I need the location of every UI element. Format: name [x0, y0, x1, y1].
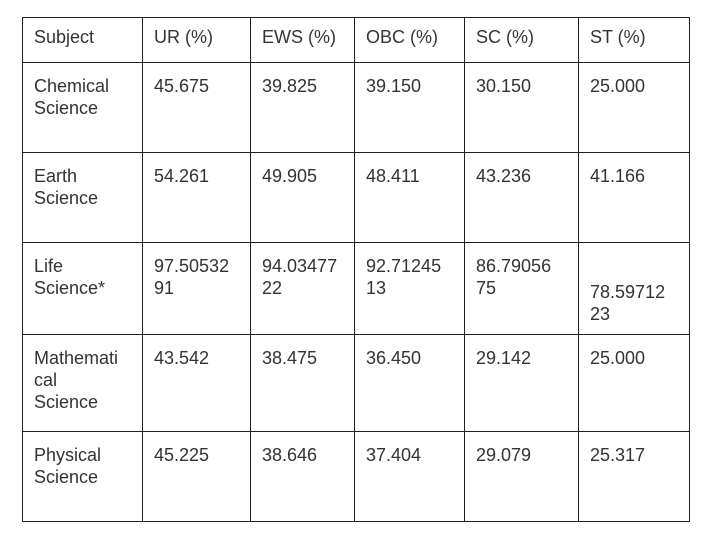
header-cell-st: ST (%): [578, 17, 690, 63]
cell-st: 25.000: [578, 62, 690, 153]
cell-ur: 97.5053291: [142, 242, 251, 335]
cell-value: 37.404: [366, 445, 422, 465]
cell-st: 25.000: [578, 334, 690, 432]
cell-st: 78.5971223: [578, 242, 690, 335]
cell-value: 38.475: [262, 348, 318, 368]
cell-obc: 36.450: [354, 334, 465, 432]
table-row: Physical Science 45.225 38.646 37.404 29…: [22, 431, 690, 522]
cell-st: 41.166: [578, 152, 690, 243]
table-row: Chemical Science 45.675 39.825 39.150 30…: [22, 62, 690, 153]
cell-subject: Physical Science: [22, 431, 143, 522]
header-cell-sc: SC (%): [464, 17, 579, 63]
header-label: Subject: [34, 27, 95, 47]
cell-value: 30.150: [476, 76, 532, 96]
header-cell-subject: Subject: [22, 17, 143, 63]
header-label: OBC (%): [366, 27, 438, 47]
cell-ews: 49.905: [250, 152, 355, 243]
cell-value: 94.0347722: [262, 256, 338, 298]
cell-subject: Mathematical Science: [22, 334, 143, 432]
cell-value: 97.5053291: [154, 256, 230, 298]
header-label: ST (%): [590, 27, 646, 47]
subject-label: Earth Science: [34, 166, 99, 208]
cell-value: 25.000: [590, 348, 646, 368]
cell-ews: 38.646: [250, 431, 355, 522]
subject-label: Physical Science: [34, 445, 102, 487]
header-label: UR (%): [154, 27, 213, 47]
cell-value: 41.166: [590, 166, 646, 186]
cell-subject: Chemical Science: [22, 62, 143, 153]
cell-st: 25.317: [578, 431, 690, 522]
subject-cutoff-table: Subject UR (%) EWS (%) OBC (%) SC (%) ST…: [22, 17, 690, 522]
cell-value: 45.675: [154, 76, 210, 96]
cell-subject: Life Science*: [22, 242, 143, 335]
cell-sc: 86.7905675: [464, 242, 579, 335]
header-cell-obc: OBC (%): [354, 17, 465, 63]
header-cell-ur: UR (%): [142, 17, 251, 63]
cell-ews: 38.475: [250, 334, 355, 432]
cell-value: 92.7124513: [366, 256, 442, 298]
cell-value: 38.646: [262, 445, 318, 465]
cell-ur: 45.675: [142, 62, 251, 153]
table-row: Life Science* 97.5053291 94.0347722 92.7…: [22, 242, 690, 335]
cell-value: 45.225: [154, 445, 210, 465]
subject-label: Chemical Science: [34, 76, 110, 118]
cell-value: 78.5971223: [590, 282, 666, 324]
header-row: Subject UR (%) EWS (%) OBC (%) SC (%) ST…: [22, 17, 690, 63]
cell-value: 49.905: [262, 166, 318, 186]
header-cell-ews: EWS (%): [250, 17, 355, 63]
cell-value: 43.236: [476, 166, 532, 186]
cell-ur: 45.225: [142, 431, 251, 522]
cell-obc: 92.7124513: [354, 242, 465, 335]
cell-subject: Earth Science: [22, 152, 143, 243]
header-label: SC (%): [476, 27, 534, 47]
cell-value: 39.150: [366, 76, 422, 96]
header-label: EWS (%): [262, 27, 336, 47]
cell-sc: 29.142: [464, 334, 579, 432]
table-row: Mathematical Science 43.542 38.475 36.45…: [22, 334, 690, 432]
cell-obc: 48.411: [354, 152, 465, 243]
cell-ews: 94.0347722: [250, 242, 355, 335]
cell-ur: 54.261: [142, 152, 251, 243]
table-row: Earth Science 54.261 49.905 48.411 43.23…: [22, 152, 690, 243]
cell-ews: 39.825: [250, 62, 355, 153]
cell-value: 29.142: [476, 348, 532, 368]
cell-sc: 30.150: [464, 62, 579, 153]
cell-value: 29.079: [476, 445, 532, 465]
cell-value: 48.411: [366, 166, 420, 186]
subject-label: Life Science*: [34, 256, 106, 298]
cell-value: 36.450: [366, 348, 422, 368]
cell-value: 86.7905675: [476, 256, 552, 298]
subject-label: Mathematical Science: [34, 348, 119, 412]
cell-sc: 43.236: [464, 152, 579, 243]
cell-value: 54.261: [154, 166, 210, 186]
cell-value: 39.825: [262, 76, 318, 96]
cell-ur: 43.542: [142, 334, 251, 432]
cell-obc: 39.150: [354, 62, 465, 153]
cell-sc: 29.079: [464, 431, 579, 522]
cell-value: 43.542: [154, 348, 210, 368]
cell-value: 25.317: [590, 445, 646, 465]
cell-value: 25.000: [590, 76, 646, 96]
cell-obc: 37.404: [354, 431, 465, 522]
